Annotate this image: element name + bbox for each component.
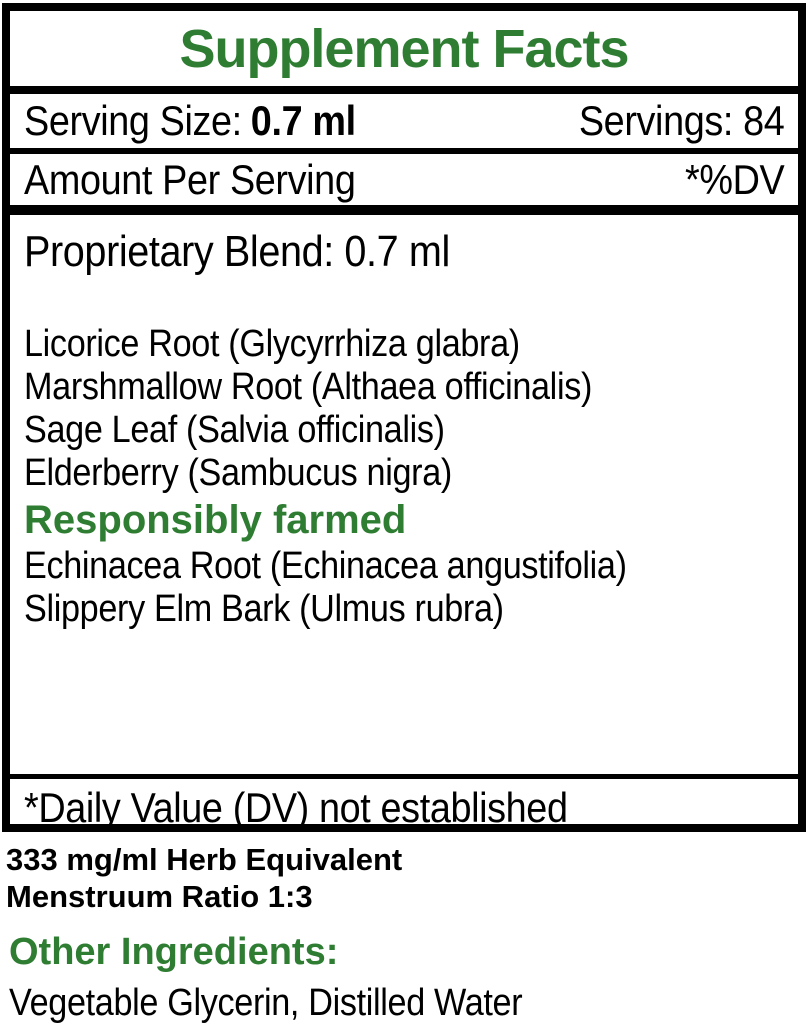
daily-value-footnote: *Daily Value (DV) not established	[24, 783, 568, 831]
serving-size-row: Serving Size: 0.7 ml Servings: 84	[10, 94, 798, 154]
servings-count: Servings: 84	[578, 97, 784, 144]
serving-size-value: 0.7 ml	[250, 97, 356, 144]
ingredient-line: Sage Leaf (Salvia officinalis)	[24, 409, 445, 451]
ingredient-line: Elderberry (Sambucus nigra)	[24, 452, 452, 494]
ingredient-line: Slippery Elm Bark (Ulmus rubra)	[24, 588, 504, 630]
menstruum-ratio-line: Menstruum Ratio 1:3	[6, 879, 313, 914]
other-ingredients-list: Vegetable Glycerin, Distilled Water	[9, 982, 523, 1024]
other-ingredients-heading: Other Ingredients:	[9, 931, 339, 973]
daily-value-footnote-row: *Daily Value (DV) not established	[10, 779, 798, 836]
ingredient-line: Marshmallow Root (Althaea officinalis)	[24, 366, 593, 408]
herb-equivalent-line: 333 mg/ml Herb Equivalent	[6, 842, 403, 877]
ingredient-line: Echinacea Root (Echinacea angustifolia)	[24, 545, 627, 587]
supplement-facts-panel: Supplement Facts Serving Size: 0.7 ml Ser…	[2, 3, 806, 832]
panel-title-row: Supplement Facts	[10, 11, 798, 94]
amount-per-serving-label: Amount Per Serving	[24, 155, 356, 203]
percent-dv-label: *%DV	[684, 155, 785, 203]
serving-size: Serving Size: 0.7 ml	[24, 97, 356, 145]
panel-title: Supplement Facts	[179, 18, 629, 79]
blend-heading: Proprietary Blend: 0.7 ml	[24, 227, 450, 276]
amount-per-serving-row: Amount Per Serving *%DV	[10, 154, 798, 215]
serving-size-label: Serving Size:	[24, 97, 242, 144]
proprietary-blend-section: Proprietary Blend: 0.7 ml Licorice Root …	[10, 215, 798, 779]
herb-equivalent-block: 333 mg/ml Herb Equivalent Menstruum Rati…	[6, 841, 402, 915]
responsibly-farmed-callout: Responsibly farmed	[24, 498, 407, 542]
blend-spacer	[24, 277, 784, 323]
ingredient-line: Licorice Root (Glycyrrhiza glabra)	[24, 323, 520, 365]
